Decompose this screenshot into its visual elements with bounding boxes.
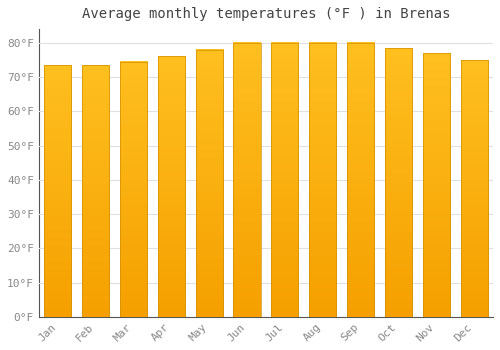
Bar bbox=[347, 43, 374, 317]
Bar bbox=[460, 60, 488, 317]
Bar bbox=[158, 56, 185, 317]
Bar bbox=[120, 62, 147, 317]
Bar bbox=[385, 48, 412, 317]
Bar bbox=[234, 43, 260, 317]
Title: Average monthly temperatures (°F ) in Brenas: Average monthly temperatures (°F ) in Br… bbox=[82, 7, 450, 21]
Bar bbox=[44, 65, 72, 317]
Bar bbox=[234, 43, 260, 317]
Bar bbox=[422, 53, 450, 317]
Bar bbox=[460, 60, 488, 317]
Bar bbox=[347, 43, 374, 317]
Bar bbox=[271, 43, 298, 317]
Bar bbox=[82, 65, 109, 317]
Bar bbox=[196, 50, 223, 317]
Bar bbox=[271, 43, 298, 317]
Bar bbox=[196, 50, 223, 317]
Bar bbox=[385, 48, 412, 317]
Bar bbox=[158, 56, 185, 317]
Bar bbox=[309, 43, 336, 317]
Bar bbox=[44, 65, 72, 317]
Bar bbox=[309, 43, 336, 317]
Bar bbox=[82, 65, 109, 317]
Bar bbox=[422, 53, 450, 317]
Bar bbox=[120, 62, 147, 317]
